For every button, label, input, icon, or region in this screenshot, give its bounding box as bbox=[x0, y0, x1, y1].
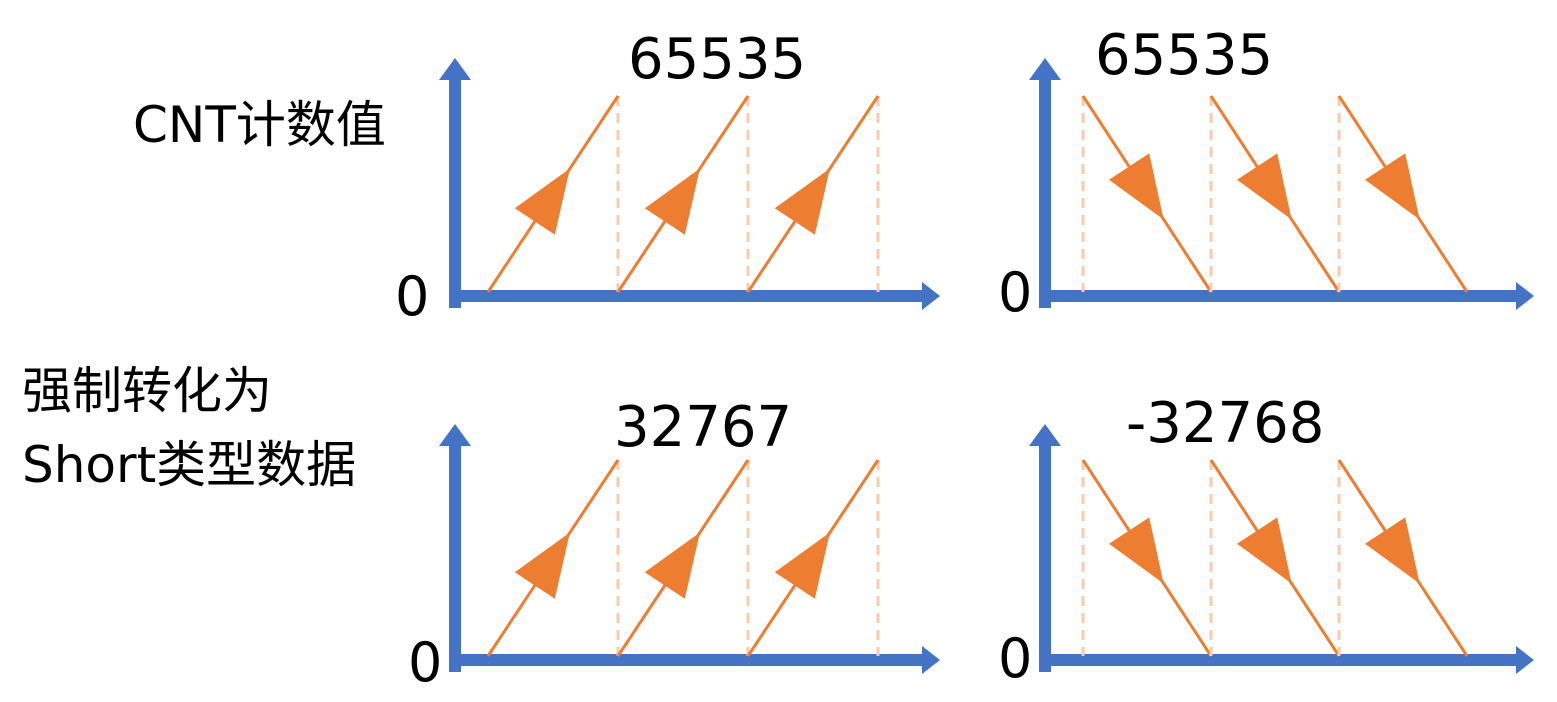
x-axis-arrowhead bbox=[1516, 646, 1534, 674]
count-down-arrow bbox=[1109, 517, 1164, 584]
zero-label-top-right: 0 bbox=[998, 261, 1033, 324]
count-up-arrow bbox=[514, 532, 570, 599]
count-up-arrow bbox=[774, 168, 830, 235]
count-up-arrow bbox=[774, 532, 830, 599]
count-up-arrow bbox=[644, 532, 700, 599]
y-axis-arrowhead bbox=[439, 424, 471, 446]
count-down-arrow bbox=[1365, 153, 1420, 220]
zero-label-bottom-right: 0 bbox=[998, 627, 1033, 690]
count-down-arrow bbox=[1365, 517, 1420, 584]
count-down-arrow bbox=[1237, 153, 1292, 220]
peak-label-top-left: 65535 bbox=[628, 27, 807, 92]
y-axis-arrowhead bbox=[1029, 424, 1061, 446]
x-axis-arrowhead bbox=[922, 282, 940, 310]
peak-label-bottom-right: -32768 bbox=[1126, 391, 1325, 456]
x-axis-arrowhead bbox=[1516, 282, 1534, 310]
count-down-arrow bbox=[1109, 153, 1164, 220]
count-up-arrow bbox=[644, 168, 700, 235]
zero-label-top-left: 0 bbox=[395, 265, 430, 328]
count-down-arrow bbox=[1237, 517, 1292, 584]
zero-label-bottom-left: 0 bbox=[408, 631, 443, 694]
row-label-cast-line1: 强制转化为 bbox=[22, 362, 272, 420]
peak-label-top-right: 65535 bbox=[1095, 23, 1274, 88]
count-up-arrow bbox=[514, 168, 570, 235]
x-axis-arrowhead bbox=[922, 646, 940, 674]
y-axis-arrowhead bbox=[439, 58, 471, 80]
peak-label-bottom-left: 32767 bbox=[614, 395, 793, 460]
y-axis-arrowhead bbox=[1029, 58, 1061, 80]
row-label-cast-line2: Short类型数据 bbox=[22, 436, 357, 494]
row-label-cnt: CNT计数值 bbox=[133, 96, 386, 154]
